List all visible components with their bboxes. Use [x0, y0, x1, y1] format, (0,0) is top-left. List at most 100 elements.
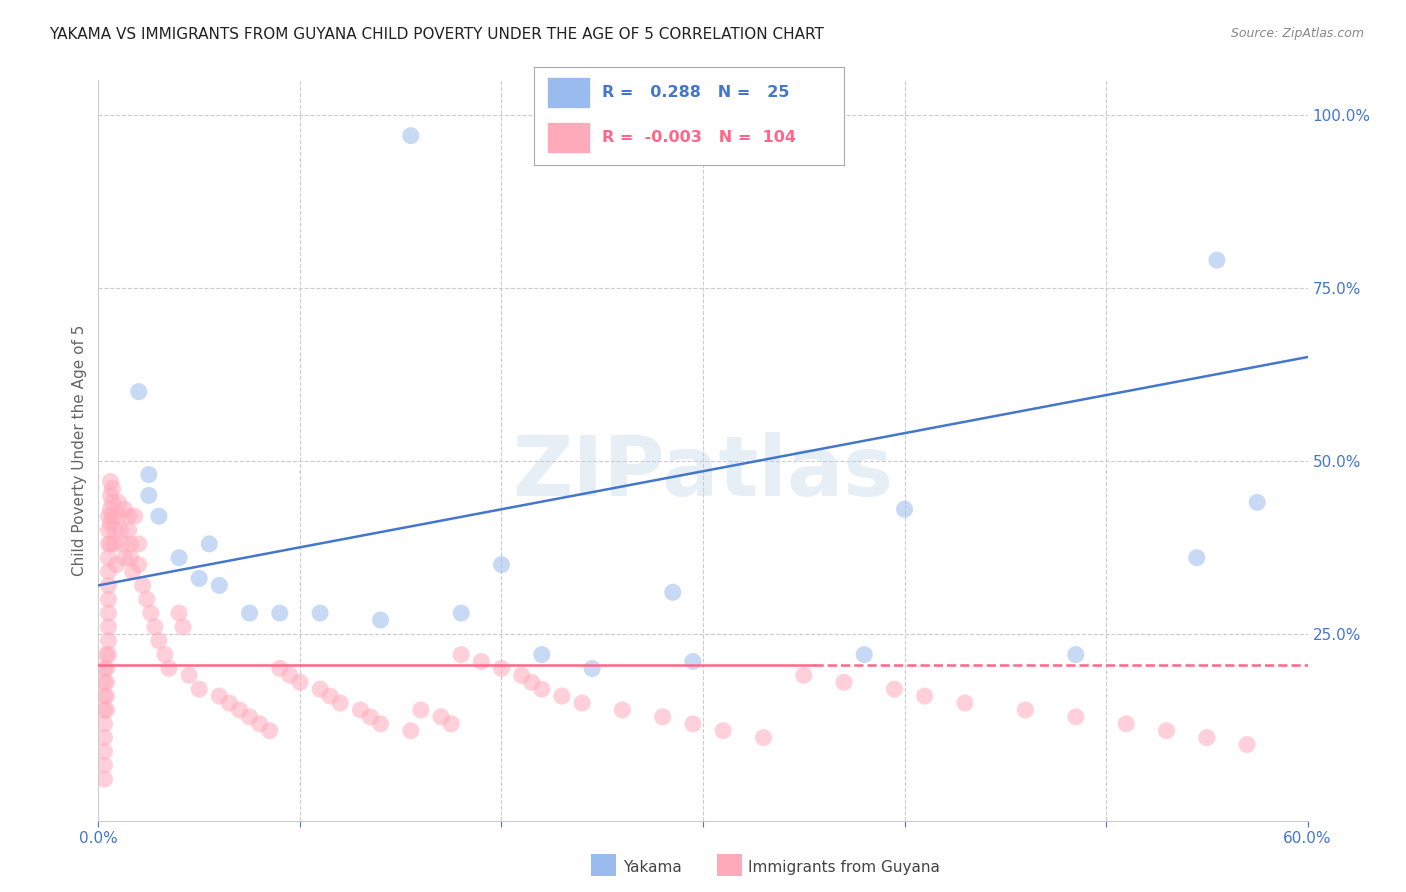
Point [793, 668, 815, 682]
Point [120, 550, 142, 565]
Point [1246, 495, 1268, 509]
Point [97, 523, 120, 537]
Point [167, 550, 190, 565]
Point [110, 523, 132, 537]
Point [530, 648, 553, 662]
Point [399, 723, 422, 738]
Point [132, 578, 155, 592]
Point [97, 537, 120, 551]
Point [430, 710, 453, 724]
Point [440, 716, 463, 731]
Point [153, 648, 176, 662]
Point [103, 537, 125, 551]
Point [138, 467, 160, 482]
Point [883, 682, 905, 697]
Point [349, 703, 371, 717]
Point [651, 710, 673, 724]
Point [101, 495, 124, 509]
Point [329, 696, 352, 710]
Point [953, 696, 976, 710]
Point [228, 703, 250, 717]
Point [157, 661, 180, 675]
Point [96, 689, 118, 703]
Point [249, 716, 271, 731]
Point [612, 703, 634, 717]
Point [360, 710, 382, 724]
Point [914, 689, 936, 703]
Point [1115, 716, 1137, 731]
Point [128, 558, 150, 572]
Point [97, 565, 120, 579]
Point [128, 537, 150, 551]
Point [114, 550, 136, 565]
Point [101, 482, 124, 496]
Point [832, 675, 855, 690]
Point [208, 578, 231, 592]
Point [97, 592, 120, 607]
Point [93, 731, 115, 745]
Point [661, 585, 683, 599]
Point [530, 682, 553, 697]
Point [218, 696, 240, 710]
Point [179, 668, 201, 682]
Point [1156, 723, 1178, 738]
Point [309, 682, 332, 697]
Point [114, 502, 136, 516]
Text: R =  -0.003   N =  104: R = -0.003 N = 104 [602, 130, 796, 145]
Point [288, 675, 311, 690]
Point [208, 689, 231, 703]
Point [97, 578, 120, 592]
Point [148, 509, 170, 524]
Point [188, 682, 211, 697]
Point [1064, 648, 1087, 662]
Point [139, 606, 162, 620]
Point [93, 661, 115, 675]
Point [399, 128, 422, 143]
Point [100, 488, 122, 502]
Point [120, 537, 142, 551]
Point [491, 661, 513, 675]
Point [520, 675, 543, 690]
Point [1236, 738, 1258, 752]
Point [188, 572, 211, 586]
Point [100, 502, 122, 516]
Point [239, 606, 262, 620]
Point [128, 384, 150, 399]
Point [239, 710, 262, 724]
Point [96, 675, 118, 690]
Point [97, 550, 120, 565]
Point [1195, 731, 1218, 745]
Point [97, 509, 120, 524]
Point [101, 509, 124, 524]
Point [1064, 710, 1087, 724]
Point [1206, 253, 1229, 268]
Point [172, 620, 194, 634]
Point [269, 606, 291, 620]
Point [96, 648, 118, 662]
Point [96, 703, 118, 717]
Point [93, 703, 115, 717]
Point [105, 558, 128, 572]
Text: Immigrants from Guyana: Immigrants from Guyana [748, 860, 939, 874]
Point [93, 689, 115, 703]
Point [93, 772, 115, 786]
Point [893, 502, 915, 516]
Point [118, 523, 141, 537]
Point [111, 537, 134, 551]
Text: YAKAMA VS IMMIGRANTS FROM GUYANA CHILD POVERTY UNDER THE AGE OF 5 CORRELATION CH: YAKAMA VS IMMIGRANTS FROM GUYANA CHILD P… [49, 27, 824, 42]
Point [138, 488, 160, 502]
Point [97, 606, 120, 620]
Point [269, 661, 291, 675]
Text: Yakama: Yakama [623, 860, 682, 874]
Point [96, 661, 118, 675]
Point [97, 620, 120, 634]
Point [370, 716, 392, 731]
Point [470, 655, 492, 669]
Point [107, 509, 129, 524]
Point [167, 606, 190, 620]
Point [97, 648, 120, 662]
Point [100, 475, 122, 489]
Point [93, 758, 115, 772]
Point [1185, 550, 1208, 565]
Point [752, 731, 775, 745]
